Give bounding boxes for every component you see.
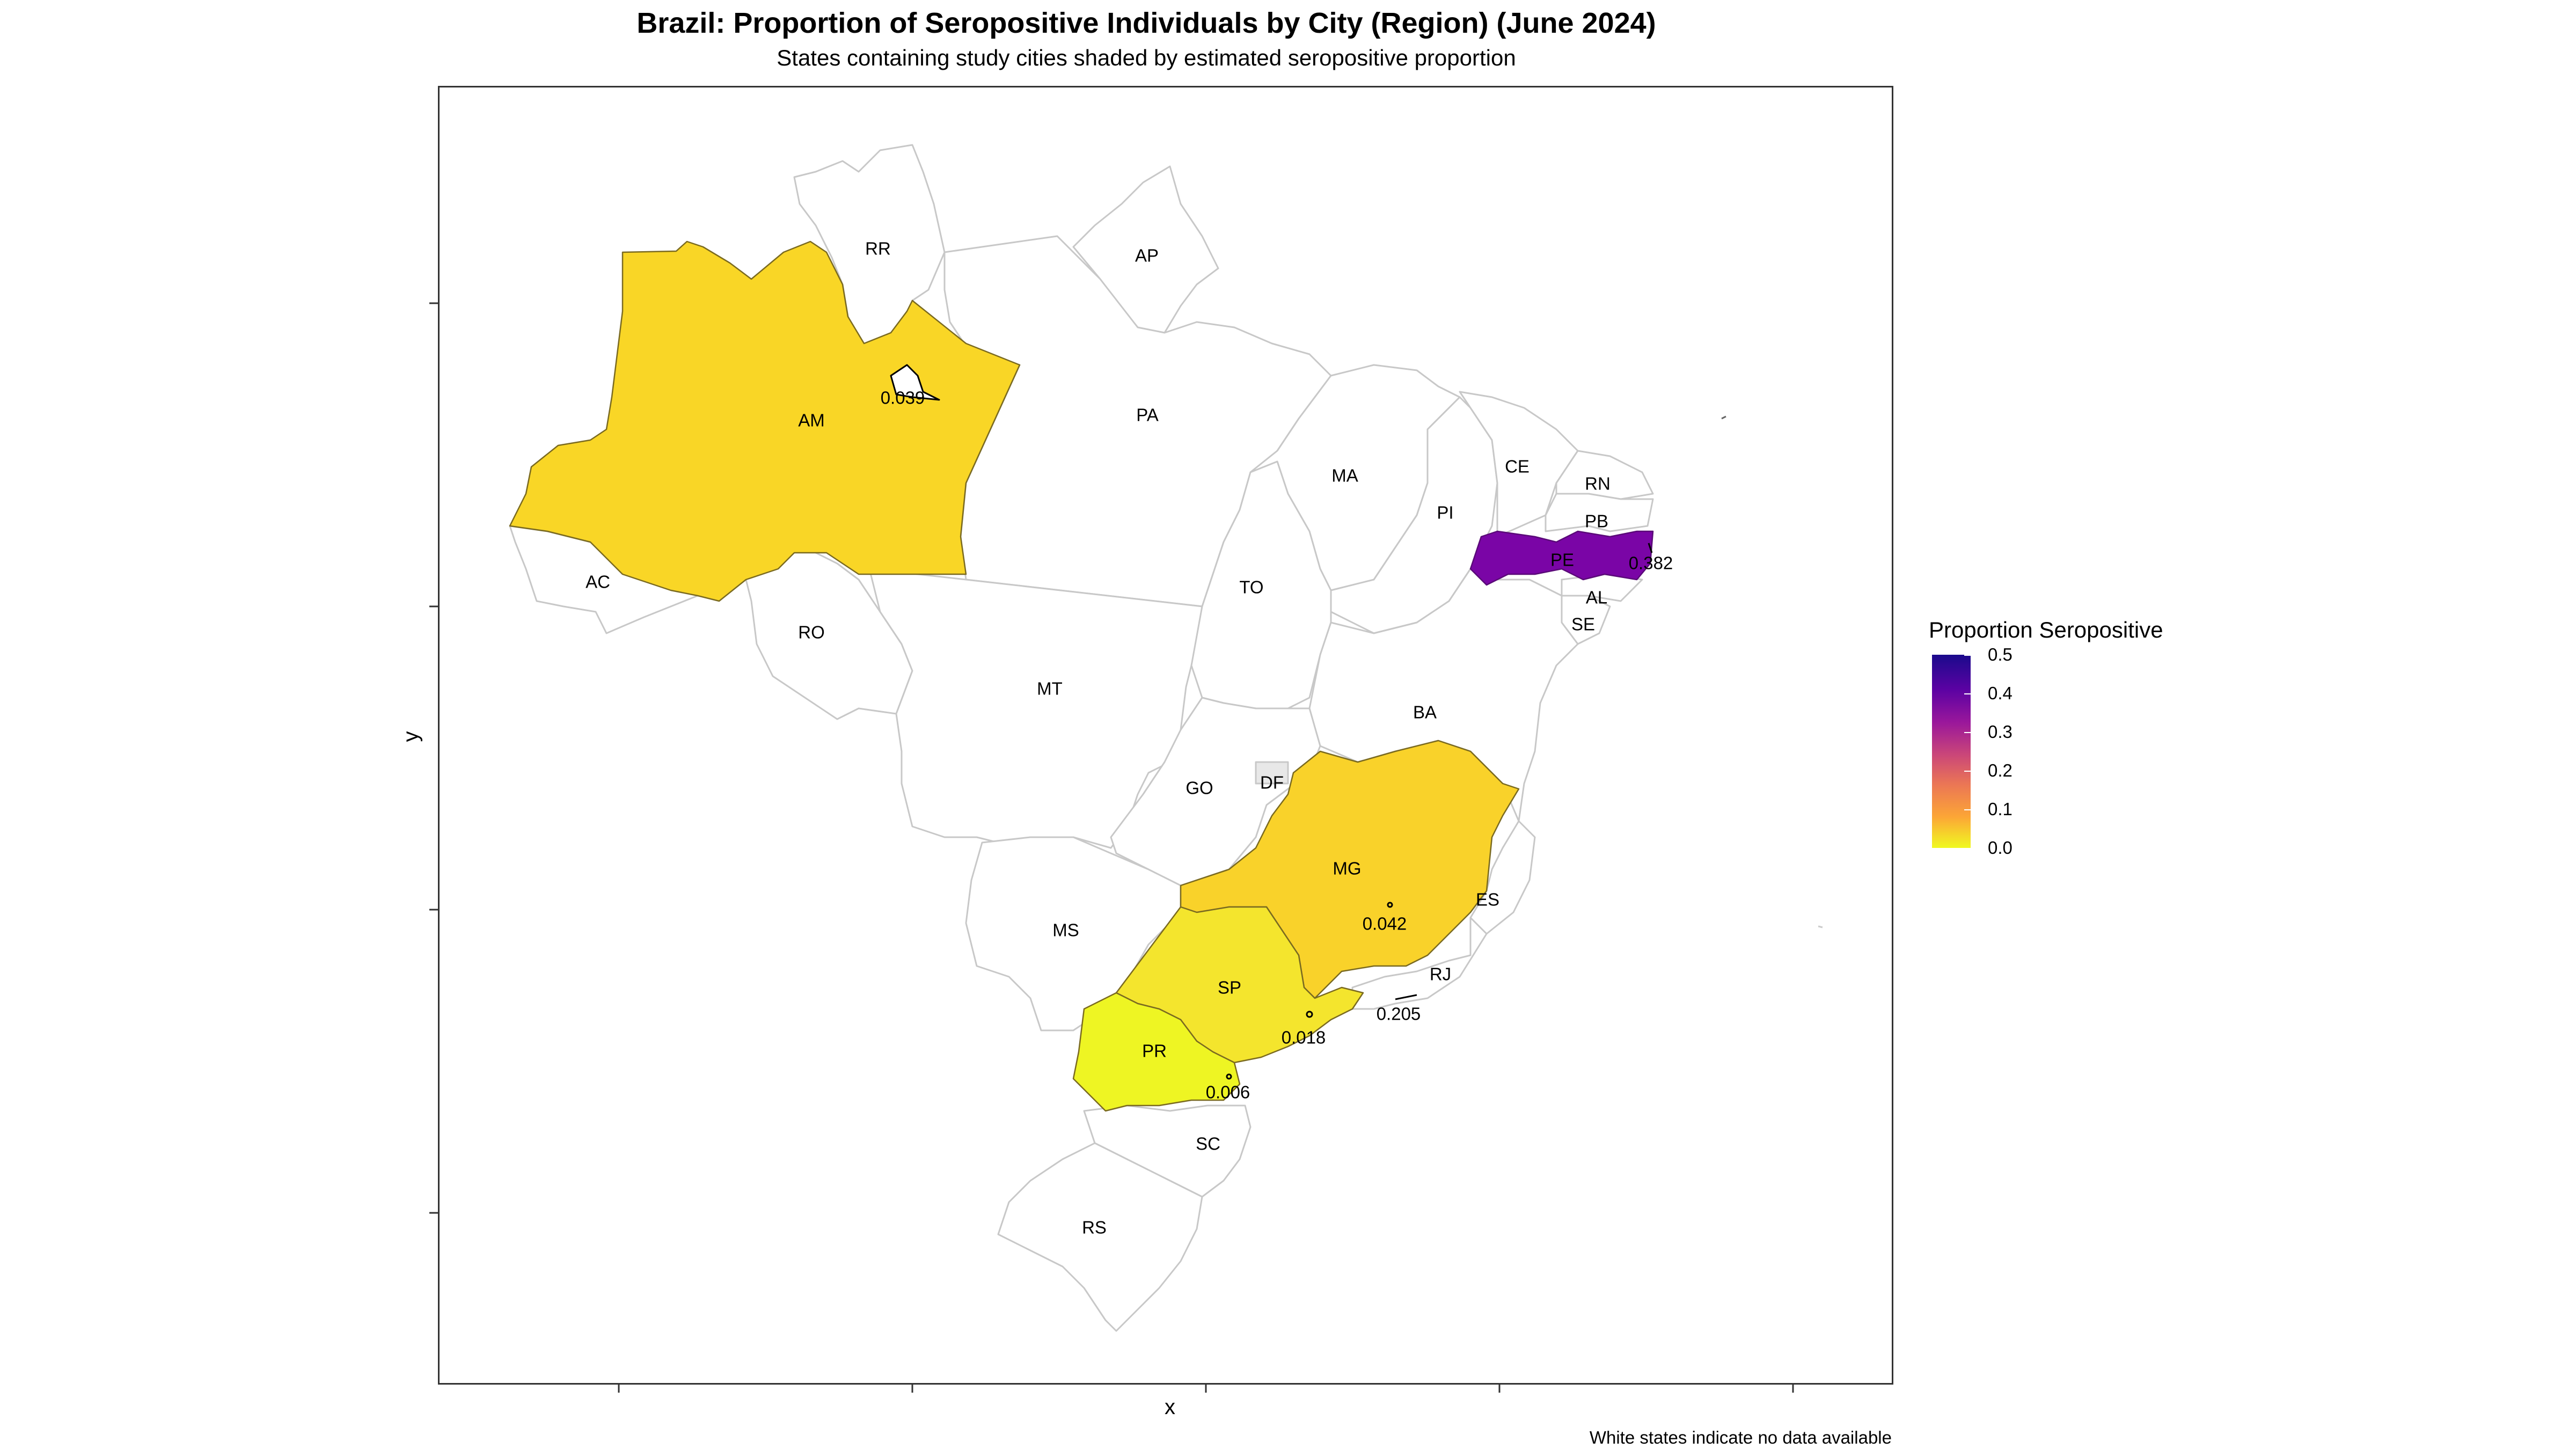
map-title: Brazil: Proportion of Seropositive Indiv… (636, 7, 1656, 39)
state-label-CE: CE (1505, 457, 1529, 477)
state-ES (1469, 820, 1536, 935)
state-PB (1545, 493, 1654, 532)
legend: Proportion Seropositive 0.5 0.4 0.3 0.2 0.1 0… (1929, 617, 2163, 858)
state-GO (1110, 697, 1321, 887)
legend-tick-label: 0.3 (1988, 722, 2012, 742)
y-axis-label: y (399, 731, 423, 742)
city-value-label-MG: 0.042 (1363, 914, 1407, 934)
state-label-BA: BA (1413, 702, 1437, 722)
city-value-label-PE: 0.382 (1629, 553, 1673, 573)
state-label-AP: AP (1135, 246, 1159, 266)
legend-tick-mark (1964, 771, 1971, 772)
state-CE (1459, 391, 1579, 538)
city-marker-MG (1387, 902, 1393, 908)
state-label-MG: MG (1333, 859, 1361, 879)
map-subtitle: States containing study cities shaded by… (777, 45, 1516, 70)
city-marker-PE (1648, 543, 1653, 553)
state-RJ (1351, 917, 1488, 1010)
legend-tick-label: 0.5 (1988, 645, 2012, 664)
state-BA (1308, 568, 1579, 822)
state-label-PA: PA (1136, 405, 1159, 425)
city-value-label-SP: 0.018 (1282, 1028, 1326, 1048)
city-marker-RJ (1395, 994, 1417, 1000)
state-labels: RR AP AM PA MA CE RN PB PI PE AL AC TO SE RO MT BA GO DF MG… (586, 239, 1611, 1238)
state-AM (509, 240, 1021, 602)
state-PE (1469, 530, 1654, 586)
island-east (1721, 415, 1726, 420)
state-label-SP: SP (1218, 978, 1241, 998)
legend-tick-mark (1964, 655, 1971, 656)
city-value-label-RJ: 0.205 (1377, 1004, 1421, 1024)
x-axis-label: x (1165, 1395, 1175, 1419)
state-label-RJ: RJ (1430, 964, 1451, 984)
city-marker-PR (1226, 1073, 1232, 1080)
state-MG (1180, 740, 1520, 999)
state-DF (1255, 761, 1289, 785)
state-label-TO: TO (1239, 577, 1263, 597)
state-label-RO: RO (798, 623, 825, 642)
state-label-PI: PI (1437, 503, 1453, 523)
state-PR (1072, 992, 1241, 1112)
state-label-PR: PR (1142, 1041, 1167, 1061)
city-value-labels: 0.039 0.382 0.042 0.205 0.018 0.006 (881, 388, 1673, 1102)
state-label-RN: RN (1585, 474, 1611, 494)
legend-tick-mark (1964, 732, 1971, 733)
city-markers (1226, 543, 1653, 1080)
legend-color-bar (1932, 655, 1971, 848)
legend-tick-mark (1964, 848, 1971, 849)
city-enclave-AM (890, 364, 940, 401)
city-value-label-PR: 0.006 (1206, 1082, 1250, 1102)
state-label-AM: AM (798, 411, 825, 430)
city-value-label-AM: 0.039 (881, 388, 925, 408)
legend-tick-label: 0.2 (1988, 760, 2012, 780)
legend-tick-label: 0.1 (1988, 799, 2012, 819)
island-southeast (1818, 925, 1823, 928)
legend-tick-label: 0.0 (1988, 838, 2012, 858)
state-label-PE: PE (1550, 550, 1574, 570)
state-label-DF: DF (1260, 773, 1284, 793)
state-label-GO: GO (1185, 778, 1213, 798)
state-label-AL: AL (1586, 588, 1607, 608)
state-label-RS: RS (1082, 1218, 1107, 1238)
state-label-MT: MT (1037, 679, 1063, 699)
legend-title: Proportion Seropositive (1929, 617, 2163, 642)
state-label-AC: AC (586, 572, 610, 592)
caption: White states indicate no data available (1589, 1428, 1892, 1447)
state-label-MA: MA (1331, 466, 1358, 486)
state-RS (997, 1142, 1203, 1332)
legend-tick-mark (1964, 693, 1971, 694)
state-label-SE: SE (1571, 614, 1595, 634)
state-label-ES: ES (1476, 890, 1499, 910)
legend-tick-label: 0.4 (1988, 683, 2012, 703)
legend-tick-mark (1964, 809, 1971, 810)
axis-ticks (429, 302, 1794, 1393)
state-label-SC: SC (1196, 1134, 1220, 1154)
state-label-PB: PB (1585, 511, 1608, 531)
state-label-RR: RR (865, 239, 891, 259)
state-label-MS: MS (1052, 920, 1079, 940)
city-marker-SP (1306, 1011, 1313, 1018)
